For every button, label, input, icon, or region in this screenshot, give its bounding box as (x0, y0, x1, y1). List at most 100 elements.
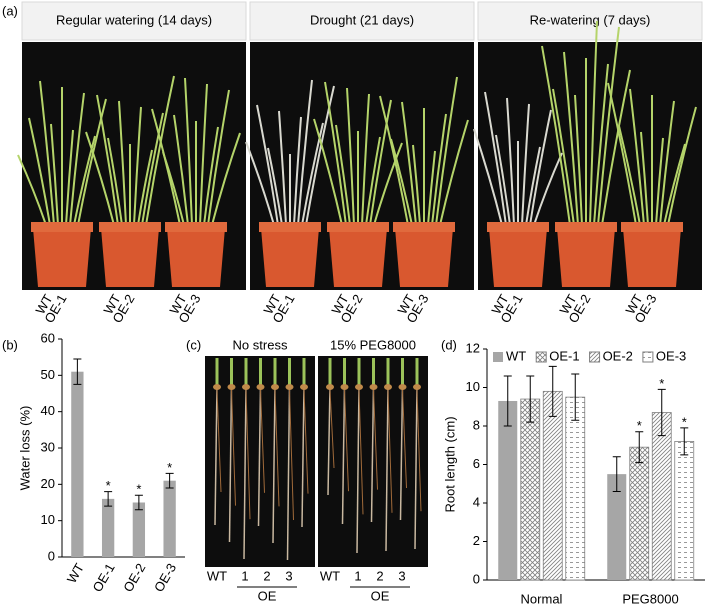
seed (242, 384, 250, 390)
pot (261, 228, 319, 287)
y-tick-label: 30 (41, 439, 55, 454)
pot-rim (621, 222, 683, 232)
x-tick-label: PEG8000 (622, 591, 678, 606)
bar (674, 440, 695, 581)
plant-leaf (137, 149, 153, 226)
pot (623, 228, 681, 287)
error-bar (134, 494, 143, 511)
y-tick-label: 8 (473, 417, 480, 432)
root (370, 384, 375, 523)
pot (33, 228, 91, 287)
pot-rim (165, 222, 227, 232)
root-photo-title: 15% PEG8000 (330, 337, 416, 352)
plant-leaf (473, 128, 503, 226)
plant-leaf (525, 146, 541, 226)
y-tick-label: 0 (473, 571, 480, 586)
panel-label: (b) (2, 337, 18, 352)
bar (565, 396, 586, 581)
seed (340, 384, 349, 390)
panel-header: Drought (21 days) (310, 12, 414, 27)
y-axis-label: Water loss (%) (17, 406, 32, 491)
plant-leaf (17, 154, 47, 226)
pot-rim (31, 222, 93, 232)
plant-leaf (297, 79, 313, 226)
plant-leaf (563, 51, 579, 226)
root (414, 384, 418, 550)
seed (384, 384, 392, 390)
error-bar (548, 365, 557, 417)
plant-leaf (211, 132, 241, 226)
legend-label: OE-1 (549, 348, 579, 363)
seed (256, 384, 265, 390)
plant-leaf (655, 137, 664, 226)
legend-swatch (642, 351, 654, 363)
pot-rim (259, 222, 321, 232)
plant-leaf (663, 143, 686, 226)
legend-swatch (535, 351, 547, 363)
root (260, 389, 265, 493)
group-label: OE (371, 588, 390, 603)
seed (355, 384, 363, 390)
root (329, 389, 335, 469)
plant-leaf (659, 100, 675, 226)
plant-leaf (28, 117, 51, 226)
y-tick-label: 0 (48, 548, 55, 563)
significance: * (106, 478, 111, 493)
seed (413, 384, 421, 390)
seed (227, 384, 236, 390)
root-photo-title: No stress (233, 337, 288, 352)
root (399, 384, 404, 521)
pot-rim (487, 222, 549, 232)
plant-leaf (133, 106, 142, 226)
root (216, 389, 222, 493)
pot-rim (327, 222, 389, 232)
panel-header: Regular watering (14 days) (56, 12, 212, 27)
header-box (477, 1, 703, 41)
seed (271, 384, 279, 390)
root (289, 389, 294, 521)
root (303, 389, 309, 494)
plant-leaf (77, 98, 107, 226)
bar (542, 390, 563, 581)
plant-leaf (529, 109, 552, 226)
plant-leaf (278, 110, 287, 226)
lane-label: 1 (241, 568, 248, 583)
root (257, 384, 262, 527)
root (327, 384, 331, 496)
plant-leaf (369, 99, 392, 226)
error-bar (165, 472, 174, 489)
plant-leaf (50, 123, 59, 226)
bar (71, 371, 84, 557)
bar (629, 446, 650, 581)
plant-leaf (589, 20, 598, 226)
pot (329, 228, 387, 287)
plant-leaf (313, 118, 343, 226)
y-tick-label: 2 (473, 533, 480, 548)
header-box (21, 1, 247, 41)
error-bar (612, 456, 621, 492)
error-bar (526, 375, 535, 423)
plant-leaf (379, 95, 409, 226)
significance: * (659, 376, 664, 391)
plant-leaf (365, 136, 381, 226)
root (356, 384, 360, 554)
plant-leaf (431, 113, 447, 226)
root (387, 389, 393, 513)
bar (101, 498, 115, 557)
seed (300, 384, 308, 390)
plant-leaf (618, 125, 641, 226)
lane-label: 1 (354, 568, 361, 583)
plant-leaf (412, 144, 421, 226)
y-tick-label: 10 (466, 379, 480, 394)
plant-leaf (293, 116, 302, 226)
legend-label: WT (506, 348, 526, 363)
root (416, 389, 422, 512)
bar (163, 480, 176, 557)
root (274, 389, 280, 507)
bar (498, 400, 518, 580)
y-tick-label: 4 (473, 494, 480, 509)
y-tick-label: 12 (466, 340, 480, 355)
lane-label: 2 (376, 568, 383, 583)
lane-label: 3 (398, 568, 405, 583)
y-tick-label: 50 (41, 367, 55, 382)
